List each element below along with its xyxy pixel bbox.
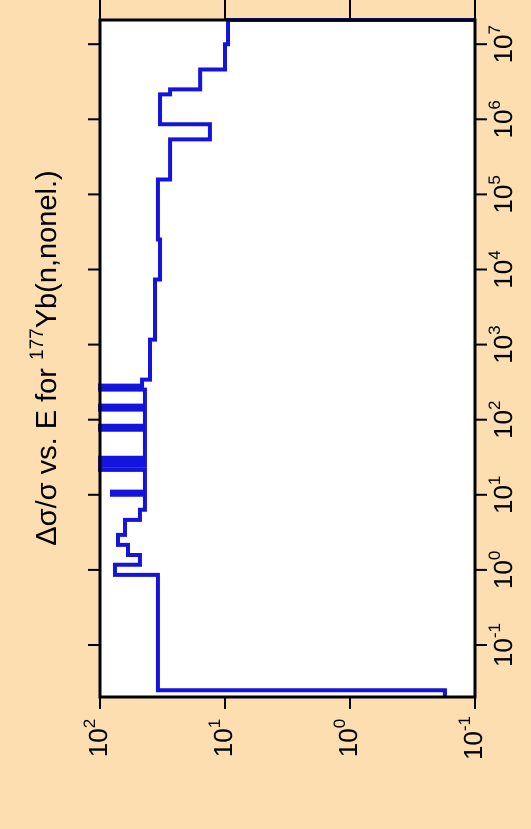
tick-label: 10-1 [455, 716, 488, 760]
plot-frame [98, 18, 477, 699]
tick-label-exponent: 5 [485, 175, 504, 184]
tick-label-base: 10 [488, 638, 518, 667]
tick-label-exponent: 4 [485, 250, 504, 259]
tick-label-exponent: 3 [485, 325, 504, 334]
tick-label-base: 10 [488, 185, 518, 214]
tick-label-exponent: 1 [485, 476, 504, 485]
tick-label: 10-1 [485, 623, 518, 667]
title-suffix: Yb(n,nonel.) [31, 170, 63, 328]
tick-label: 100 [330, 719, 363, 757]
tick-label-base: 10 [488, 560, 518, 589]
tick-label-base: 10 [333, 728, 363, 757]
tick-label-base: 10 [488, 485, 518, 514]
tick-label: 105 [485, 175, 518, 213]
tick-label: 101 [205, 719, 238, 757]
tick-label-base: 10 [83, 728, 113, 757]
tick-label: 100 [485, 551, 518, 589]
tick-label-base: 10 [458, 731, 488, 760]
tick-label: 102 [80, 719, 113, 757]
tick-label-exponent: -1 [455, 716, 474, 731]
tick-label: 101 [485, 476, 518, 514]
tick-label-exponent: -1 [485, 623, 504, 638]
tick-label-base: 10 [488, 335, 518, 364]
tick-label-exponent: 2 [80, 719, 99, 728]
tick-label-base: 10 [488, 410, 518, 439]
title-text: Δσ/σ vs. E for [31, 360, 63, 546]
plot-area [100, 20, 475, 697]
tick-label: 102 [485, 400, 518, 438]
tick-label-exponent: 6 [485, 100, 504, 109]
marks [98, 18, 475, 697]
tick-label-base: 10 [488, 110, 518, 139]
tick-label-exponent: 0 [485, 551, 504, 560]
tick-label-exponent: 7 [485, 25, 504, 34]
title-superscript: 177 [27, 328, 48, 360]
tick-label-exponent: 0 [330, 719, 349, 728]
tick-label: 104 [485, 250, 518, 288]
tick-label-exponent: 1 [205, 719, 224, 728]
tick-label-exponent: 2 [485, 400, 504, 409]
tick-label-base: 10 [488, 34, 518, 63]
tick-label: 106 [485, 100, 518, 138]
chart-title: Δσ/σ vs. E for 177Yb(n,nonel.) [27, 170, 63, 545]
tick-label-base: 10 [488, 260, 518, 289]
data-line [98, 18, 475, 697]
tick-label-base: 10 [208, 728, 238, 757]
tick-label: 103 [485, 325, 518, 363]
tick-label: 107 [485, 25, 518, 63]
